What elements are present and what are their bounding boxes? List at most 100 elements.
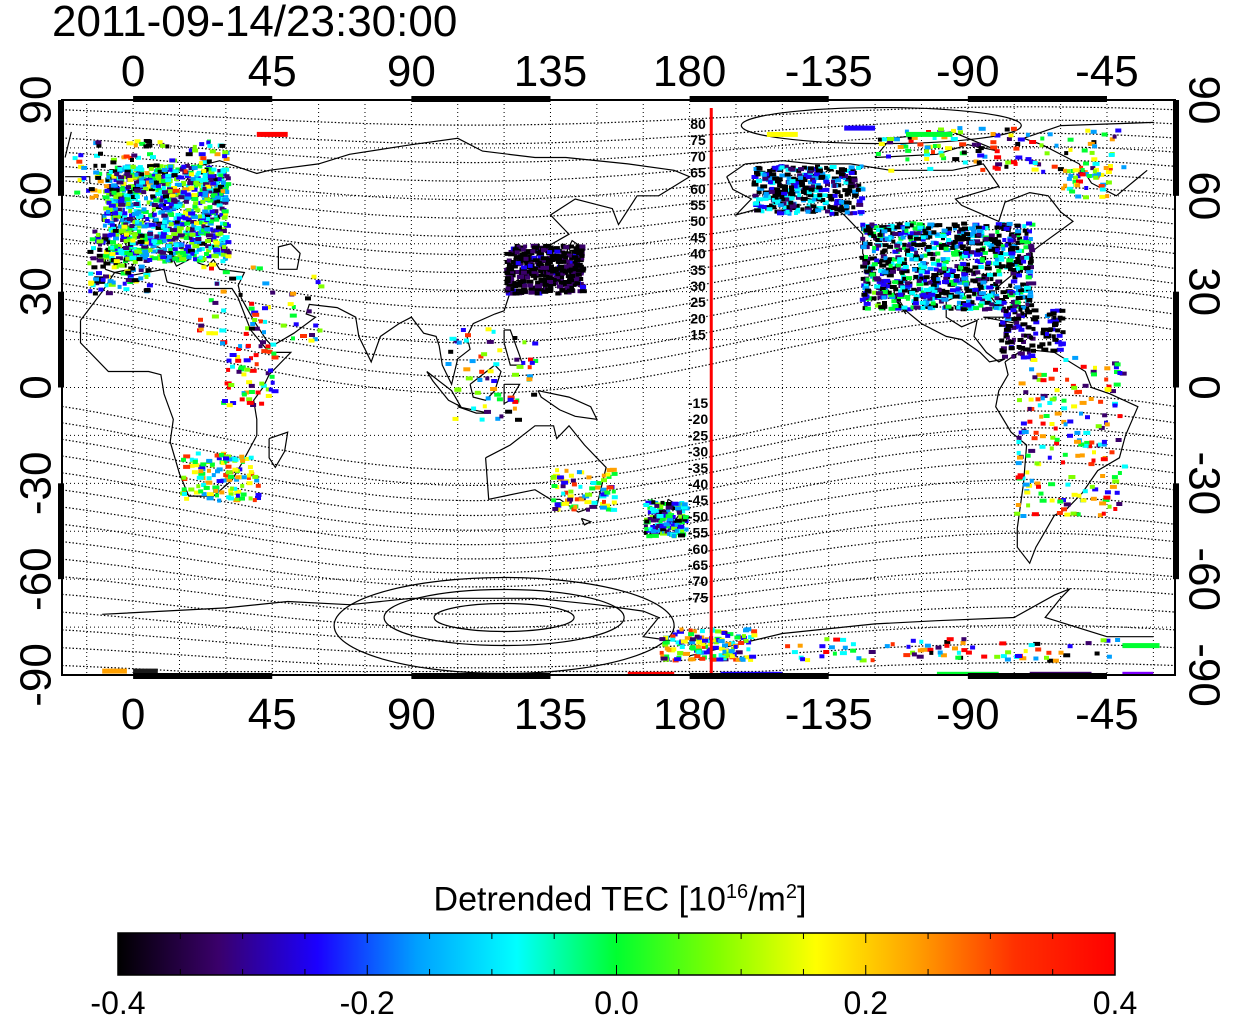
tec-pixel bbox=[928, 292, 936, 297]
tec-pixel bbox=[930, 256, 936, 261]
tec-pixel bbox=[1029, 281, 1037, 286]
tec-pixel bbox=[841, 167, 847, 172]
tec-pixel bbox=[202, 186, 207, 191]
tec-pixel bbox=[857, 210, 865, 215]
tec-pixel bbox=[116, 207, 122, 212]
tec-pixel bbox=[523, 256, 529, 261]
tec-pixel bbox=[909, 257, 916, 262]
tec-pixel bbox=[125, 256, 133, 261]
tec-pixel bbox=[692, 645, 699, 650]
tec-pixel bbox=[220, 461, 225, 465]
tec-pixel bbox=[1016, 313, 1022, 318]
tec-pixel bbox=[530, 273, 537, 278]
tec-pixel bbox=[1054, 411, 1062, 416]
axis-bar bbox=[689, 96, 829, 102]
tec-pixel bbox=[799, 183, 805, 188]
tec-pixel bbox=[797, 643, 803, 648]
tec-pixel bbox=[1040, 396, 1045, 401]
tec-pixel bbox=[931, 306, 936, 311]
tec-pixel bbox=[880, 282, 887, 287]
tec-pixel bbox=[534, 287, 542, 292]
tec-pixel bbox=[963, 282, 969, 287]
contour-line bbox=[62, 514, 1175, 574]
tec-pixel bbox=[900, 270, 905, 275]
tec-pixel bbox=[1083, 195, 1089, 200]
tec-pixel bbox=[87, 261, 92, 266]
tec-pixel bbox=[1012, 279, 1018, 284]
tec-pixel bbox=[944, 257, 951, 262]
right-axis-label: 30 bbox=[1180, 267, 1229, 316]
tec-pixel bbox=[1094, 651, 1100, 656]
tec-pixel bbox=[157, 223, 163, 227]
tec-pixel bbox=[547, 280, 553, 284]
tec-pixel bbox=[1088, 462, 1095, 467]
tec-pixel bbox=[207, 468, 211, 473]
tec-pixel bbox=[600, 502, 606, 506]
tec-pixel bbox=[958, 265, 964, 270]
tec-pixel bbox=[933, 303, 938, 308]
tec-pixel bbox=[247, 465, 253, 470]
tec-pixel bbox=[287, 302, 294, 307]
coastline-segment bbox=[79, 268, 293, 497]
tec-pixel bbox=[1014, 316, 1022, 321]
tec-pixel bbox=[904, 228, 909, 233]
tec-pixel bbox=[172, 247, 178, 252]
tec-pixel bbox=[131, 195, 136, 199]
tec-pixel bbox=[189, 220, 197, 224]
tec-pixel bbox=[886, 284, 891, 289]
tec-pixel bbox=[96, 258, 104, 263]
tec-pixel bbox=[527, 283, 534, 288]
tec-pixel bbox=[219, 206, 225, 211]
tec-pixel bbox=[161, 190, 168, 195]
tec-pixel bbox=[103, 206, 111, 211]
tec-pixel bbox=[78, 164, 85, 169]
tec-pixel bbox=[1009, 305, 1015, 310]
tec-pixel bbox=[122, 211, 128, 216]
tec-pixel bbox=[100, 163, 106, 168]
tec-pixel bbox=[102, 223, 107, 228]
tec-pixel bbox=[1117, 414, 1123, 419]
tec-pixel bbox=[118, 199, 124, 204]
tec-pixel bbox=[214, 152, 221, 157]
tec-pixel bbox=[155, 205, 161, 210]
tec-pixel bbox=[196, 247, 202, 252]
tec-pixel bbox=[1069, 189, 1076, 194]
tec-pixel bbox=[842, 645, 848, 650]
tec-pixel bbox=[1098, 399, 1104, 404]
tec-pixel bbox=[866, 227, 873, 232]
tec-pixel bbox=[823, 179, 830, 184]
tec-pixel bbox=[161, 168, 168, 172]
tec-pixel bbox=[689, 640, 696, 645]
tec-pixel bbox=[568, 288, 575, 293]
tec-pixel bbox=[1005, 160, 1012, 165]
tec-pixel bbox=[241, 372, 247, 377]
tec-pixel bbox=[916, 267, 922, 272]
tec-pixel bbox=[1006, 258, 1014, 263]
tec-pixel bbox=[157, 140, 163, 145]
tec-pixel bbox=[105, 291, 113, 296]
tec-pixel bbox=[573, 276, 580, 281]
tec-pixel bbox=[153, 163, 160, 168]
tec-pixel bbox=[675, 506, 681, 511]
tec-pixel bbox=[966, 299, 973, 304]
tec-pixel bbox=[952, 224, 960, 229]
tec-pixel bbox=[1028, 290, 1034, 295]
tec-pixel bbox=[531, 392, 538, 397]
tec-pixel bbox=[234, 477, 240, 482]
tec-pixel bbox=[111, 174, 117, 179]
tec-pixel bbox=[907, 135, 914, 140]
tec-pixel bbox=[509, 269, 515, 274]
tec-pixel bbox=[1079, 172, 1086, 177]
tec-pixel bbox=[1018, 345, 1026, 350]
tec-pixel bbox=[902, 144, 909, 149]
tec-pixel bbox=[760, 184, 768, 189]
tec-pixel bbox=[230, 457, 237, 461]
tec-pixel bbox=[142, 249, 149, 254]
tec-pixel bbox=[221, 250, 227, 255]
tec-pixel bbox=[1025, 132, 1030, 137]
tec-pixel bbox=[255, 483, 261, 488]
tec-pixel bbox=[833, 211, 839, 216]
tec-pixel bbox=[1039, 498, 1047, 503]
tec-pixel bbox=[565, 274, 570, 279]
contour-line bbox=[62, 146, 1175, 182]
